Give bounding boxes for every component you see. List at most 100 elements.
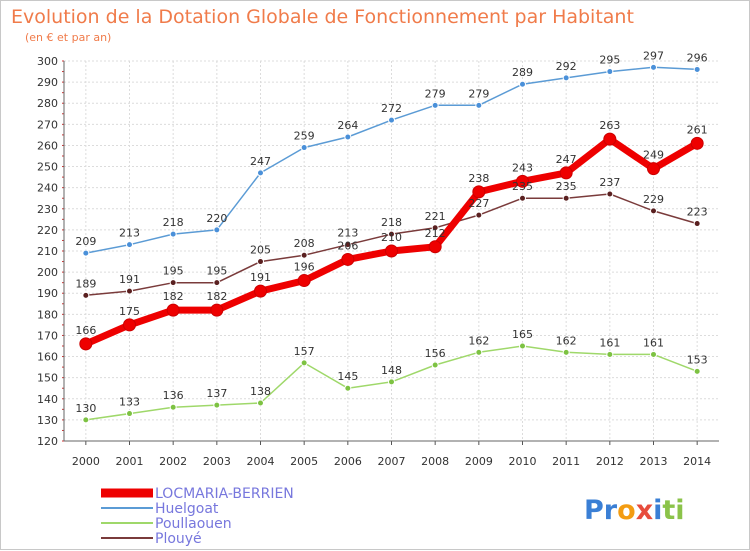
grid [64,60,719,442]
data-label: 221 [425,210,446,223]
y-tick-label: 160 [37,351,58,364]
data-label: 157 [294,345,315,358]
logo-letter: o [617,495,636,526]
y-minor-tick [62,377,64,379]
data-point [297,274,311,288]
x-tick-label: 2010 [509,455,537,468]
y-minor-tick [62,102,64,104]
data-label: 209 [75,235,96,248]
data-label: 227 [468,197,489,210]
x-tick-label: 2002 [159,455,187,468]
data-label: 279 [468,87,489,100]
y-minor-tick [62,387,64,389]
y-minor-tick [62,229,64,231]
y-tick-label: 120 [37,435,58,448]
data-label: 259 [294,130,315,143]
data-point [79,337,93,351]
y-minor-tick [62,313,64,315]
y-minor-tick [62,155,64,157]
logo-letter: i [653,495,662,526]
data-label: 162 [468,334,489,347]
data-label: 220 [206,212,227,225]
data-point [123,318,136,332]
data-label: 162 [556,334,577,347]
x-tick-label: 2012 [596,455,624,468]
data-point [647,162,660,176]
x-tick-label: 2000 [72,455,100,468]
y-minor-tick [62,303,64,305]
data-label: 235 [512,180,533,193]
y-tick-label: 150 [37,372,58,385]
data-point [300,359,308,367]
y-minor-tick [62,345,64,347]
y-minor-tick [62,81,64,83]
data-label: 297 [643,49,664,62]
data-label: 153 [687,353,708,366]
data-label: 295 [599,54,620,67]
y-tick-label: 240 [37,182,58,195]
y-tick-label: 210 [37,245,58,258]
data-point [126,241,133,249]
y-tick-label: 190 [37,287,58,300]
data-label: 137 [206,387,227,400]
data-label: 210 [381,231,402,244]
y-minor-tick [62,113,64,115]
y-minor-tick [62,408,64,410]
data-label: 182 [206,290,227,303]
data-point [385,244,398,258]
data-point [606,68,614,76]
data-point [562,194,570,202]
y-minor-tick [62,208,64,210]
legend-label: Poullaouen [155,516,232,532]
data-label: 247 [250,155,271,168]
data-label: 148 [381,364,402,377]
data-label: 249 [643,149,664,162]
logo-letter: t [662,495,675,526]
y-minor-tick [62,334,64,336]
legend-label: LOCMARIA-BERRIEN [155,486,294,502]
data-point [210,303,224,317]
data-point [126,410,133,418]
y-minor-tick [62,197,64,199]
data-point [475,101,483,109]
legend-label: Huelgoat [155,501,219,517]
x-tick-label: 2007 [378,455,406,468]
data-point [431,224,439,232]
x-tick-label: 2003 [203,455,231,468]
data-point [257,258,264,266]
data-label: 218 [381,216,402,229]
y-minor-tick [62,429,64,431]
data-label: 292 [556,60,577,73]
data-point [606,350,614,358]
data-label: 218 [163,216,184,229]
data-point [431,101,439,109]
data-label: 206 [337,239,358,252]
data-point [475,211,483,219]
data-label: 238 [468,172,489,185]
data-label: 195 [206,265,227,278]
data-label: 208 [294,237,315,250]
y-tick-label: 280 [37,97,58,110]
data-point [82,416,90,424]
data-point [519,342,526,350]
data-label: 279 [425,87,446,100]
series-layer [79,63,704,424]
data-label: 191 [119,273,140,286]
data-point [257,169,264,177]
y-minor-tick [62,271,64,273]
data-label: 195 [163,265,184,278]
data-point [388,116,395,124]
data-label: 261 [687,123,708,136]
data-point [344,133,352,141]
x-tick-label: 2014 [683,455,711,468]
data-label: 235 [556,180,577,193]
x-tick-label: 2006 [334,455,362,468]
data-point [300,144,308,152]
data-point [257,399,264,407]
data-point [166,303,180,317]
y-minor-tick [62,166,64,168]
data-point [516,174,529,188]
proxiti-logo: Proxiti [584,495,685,526]
